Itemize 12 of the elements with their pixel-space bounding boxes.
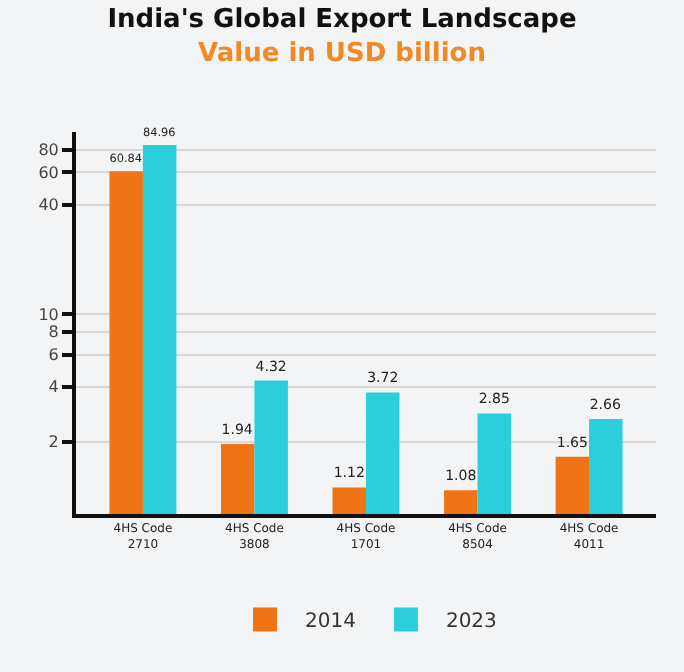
y-tick-label: 2 [48,433,59,452]
legend-label: 2023 [445,611,497,634]
y-tick-label: 60 [38,164,59,183]
y-tick-label: 4 [48,378,59,397]
chart-title: India's Global Export Landscape [107,4,577,35]
y-tick-label: 6 [48,346,59,365]
y-tick-label: 80 [38,141,59,160]
chart-subtitle: Value in USD billion [198,38,486,69]
y-tick-label: 10 [38,305,59,324]
legend-label: 2014 [305,611,356,634]
y-tick-label: 8 [48,323,59,342]
y-tick-label: 40 [38,196,59,215]
